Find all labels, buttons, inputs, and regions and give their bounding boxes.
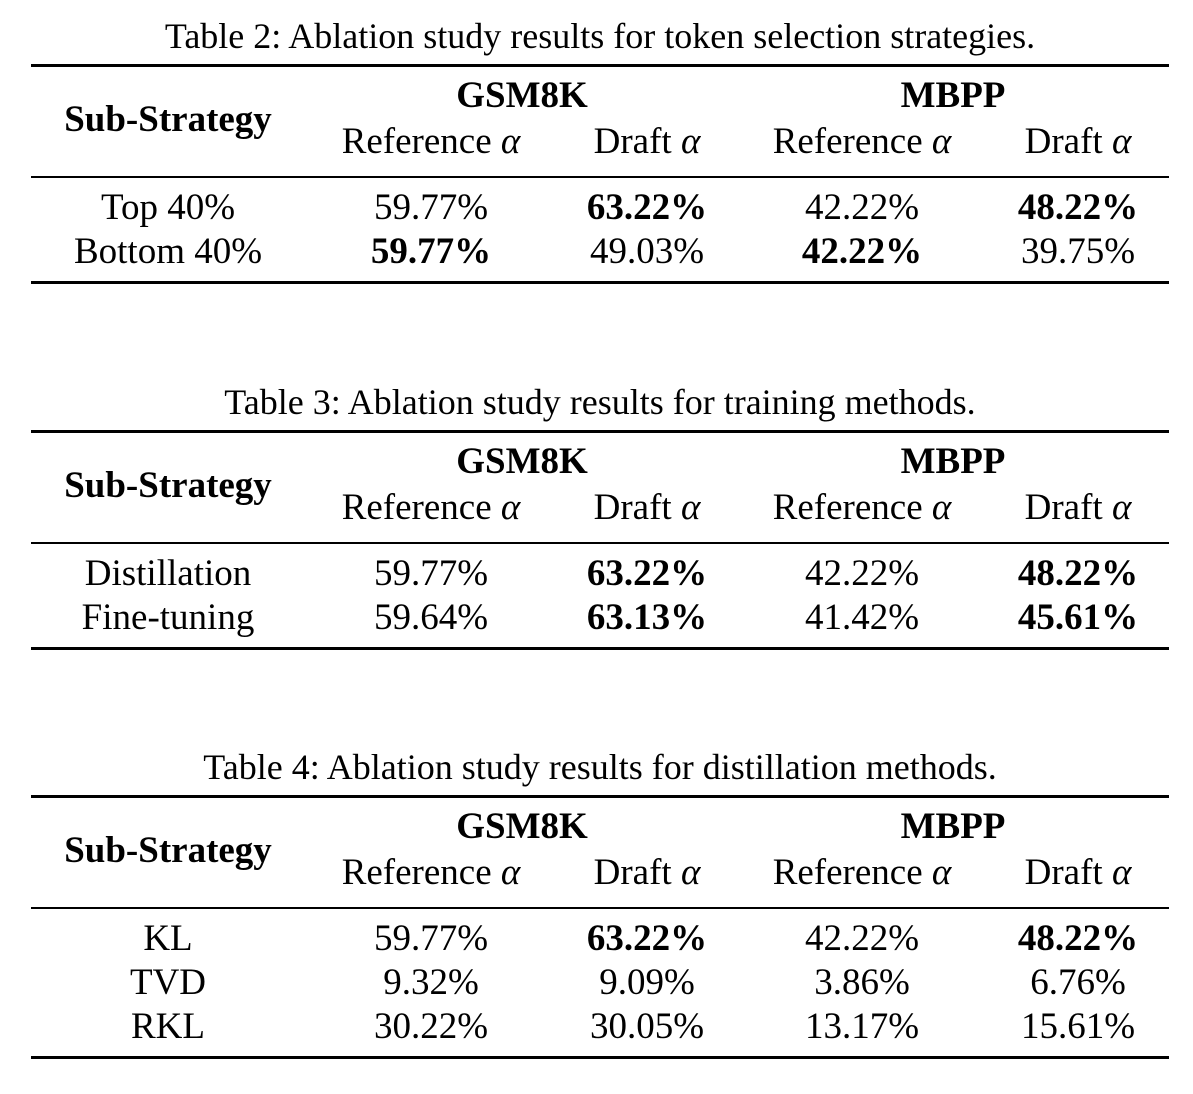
group-header: MBPP	[900, 806, 1006, 847]
top-rule	[31, 64, 1169, 67]
table-cell: 42.22%	[804, 187, 920, 228]
alpha-symbol: α	[1111, 487, 1132, 528]
table-cell: 63.22%	[586, 918, 708, 959]
table-3: Table 3: Ablation study results for trai…	[31, 380, 1169, 676]
table-cell: 63.22%	[586, 187, 708, 228]
table-cell: 59.77%	[373, 553, 489, 594]
table-cell: 30.05%	[589, 1006, 705, 1047]
column-header: Draft α	[593, 852, 701, 893]
mid-rule	[31, 176, 1169, 178]
column-header: Reference α	[772, 852, 952, 893]
table-cell: 42.22%	[801, 231, 923, 272]
alpha-symbol: α	[680, 852, 701, 893]
row-label: Top 40%	[100, 187, 236, 228]
table-cell: 48.22%	[1017, 187, 1139, 228]
alpha-symbol: α	[680, 121, 701, 162]
row-header: Sub-Strategy	[64, 465, 272, 506]
group-header: GSM8K	[456, 75, 588, 116]
row-label: Bottom 40%	[73, 231, 263, 272]
column-header: Draft α	[593, 487, 701, 528]
bottom-rule	[31, 281, 1169, 284]
table-cell: 45.61%	[1017, 597, 1139, 638]
column-header: Draft α	[1024, 852, 1132, 893]
table-cell: 59.77%	[373, 918, 489, 959]
group-header: MBPP	[900, 441, 1006, 482]
table-cell: 59.64%	[373, 597, 489, 638]
column-header: Draft α	[1024, 487, 1132, 528]
table-cell: 48.22%	[1017, 553, 1139, 594]
alpha-symbol: α	[931, 121, 952, 162]
table-cell: 59.77%	[373, 187, 489, 228]
table-caption: Table 3: Ablation study results for trai…	[224, 382, 976, 422]
row-label: RKL	[131, 1006, 205, 1047]
row-label: Distillation	[84, 553, 252, 594]
row-header: Sub-Strategy	[64, 99, 272, 140]
group-header: GSM8K	[456, 441, 588, 482]
column-header: Reference α	[772, 121, 952, 162]
table-cell: 42.22%	[804, 553, 920, 594]
bottom-rule	[31, 647, 1169, 650]
table-cell: 6.76%	[1030, 962, 1126, 1003]
top-rule	[31, 795, 1169, 798]
table-cell: 9.09%	[599, 962, 695, 1003]
bottom-rule	[31, 1056, 1169, 1059]
column-header: Draft α	[593, 121, 701, 162]
table-cell: 49.03%	[589, 231, 705, 272]
column-header: Reference α	[341, 852, 521, 893]
table-cell: 42.22%	[804, 918, 920, 959]
table-caption: Table 4: Ablation study results for dist…	[203, 747, 997, 787]
table-2: Table 2: Ablation study results for toke…	[31, 14, 1169, 310]
alpha-symbol: α	[500, 487, 521, 528]
column-header: Draft α	[1024, 121, 1132, 162]
table-cell: 63.13%	[586, 597, 708, 638]
column-header: Reference α	[341, 487, 521, 528]
table-cell: 13.17%	[804, 1006, 920, 1047]
alpha-symbol: α	[1111, 121, 1132, 162]
column-header: Reference α	[772, 487, 952, 528]
row-label: Fine-tuning	[81, 597, 255, 638]
alpha-symbol: α	[500, 121, 521, 162]
alpha-symbol: α	[680, 487, 701, 528]
mid-rule	[31, 907, 1169, 909]
alpha-symbol: α	[931, 487, 952, 528]
row-header: Sub-Strategy	[64, 830, 272, 871]
table-cell: 41.42%	[804, 597, 920, 638]
alpha-symbol: α	[500, 852, 521, 893]
column-header: Reference α	[341, 121, 521, 162]
mid-rule	[31, 542, 1169, 544]
alpha-symbol: α	[1111, 852, 1132, 893]
top-rule	[31, 430, 1169, 433]
table-cell: 48.22%	[1017, 918, 1139, 959]
row-label: TVD	[129, 962, 207, 1003]
group-header: GSM8K	[456, 806, 588, 847]
table-cell: 3.86%	[814, 962, 910, 1003]
table-cell: 63.22%	[586, 553, 708, 594]
table-cell: 9.32%	[383, 962, 479, 1003]
alpha-symbol: α	[931, 852, 952, 893]
table-4: Table 4: Ablation study results for dist…	[31, 745, 1169, 1085]
group-header: MBPP	[900, 75, 1006, 116]
table-cell: 15.61%	[1020, 1006, 1136, 1047]
table-cell: 59.77%	[370, 231, 492, 272]
table-cell: 39.75%	[1020, 231, 1136, 272]
table-cell: 30.22%	[373, 1006, 489, 1047]
table-caption: Table 2: Ablation study results for toke…	[164, 16, 1036, 56]
row-label: KL	[143, 918, 193, 959]
